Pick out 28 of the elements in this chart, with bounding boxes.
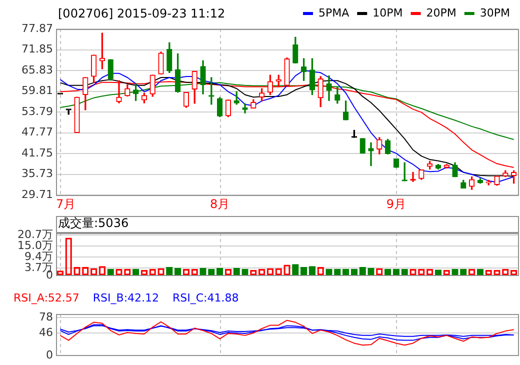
x-tick-label: 9月 <box>386 197 406 212</box>
y-tick-label: 0 <box>46 348 53 362</box>
y-tick-label: 29.71 <box>22 188 53 201</box>
y-tick-label: 9.4万 <box>24 250 53 263</box>
legend-label: 20PM <box>426 6 456 20</box>
y-tick-label: 35.73 <box>22 167 53 180</box>
y-tick-label: 20.7万 <box>18 228 53 241</box>
y-tick-label: 59.81 <box>22 84 53 98</box>
y-tick-label: 65.83 <box>22 63 53 76</box>
y-tick-label: 41.75 <box>22 146 53 160</box>
y-tick-label: 46 <box>39 326 53 339</box>
y-tick-label: 0 <box>46 268 53 282</box>
x-tick-label: 8月 <box>210 197 230 212</box>
y-tick-label: 47.77 <box>22 126 53 139</box>
text: RSI_A:52.57 <box>14 291 80 304</box>
y-tick-label: 15.0万 <box>18 238 53 252</box>
y-tick-label: 53.79 <box>22 104 53 118</box>
y-tick-label: 77.87 <box>22 22 53 35</box>
chart-title: [002706] 2015-09-23 11:12 <box>58 6 226 21</box>
y-tick-label: 78 <box>39 310 53 324</box>
legend-label: 30PM <box>480 6 510 20</box>
text: RSI_C:41.88 <box>172 291 239 304</box>
chart-title: 成交量:5036 <box>58 216 129 230</box>
x-tick-label: 7月 <box>56 197 76 212</box>
legend-label: 5PMA <box>318 6 350 20</box>
legend-label: 10PM <box>372 6 403 20</box>
y-tick-label: 71.85 <box>22 42 53 56</box>
series-label: RSI_B:42.12 <box>92 291 160 304</box>
